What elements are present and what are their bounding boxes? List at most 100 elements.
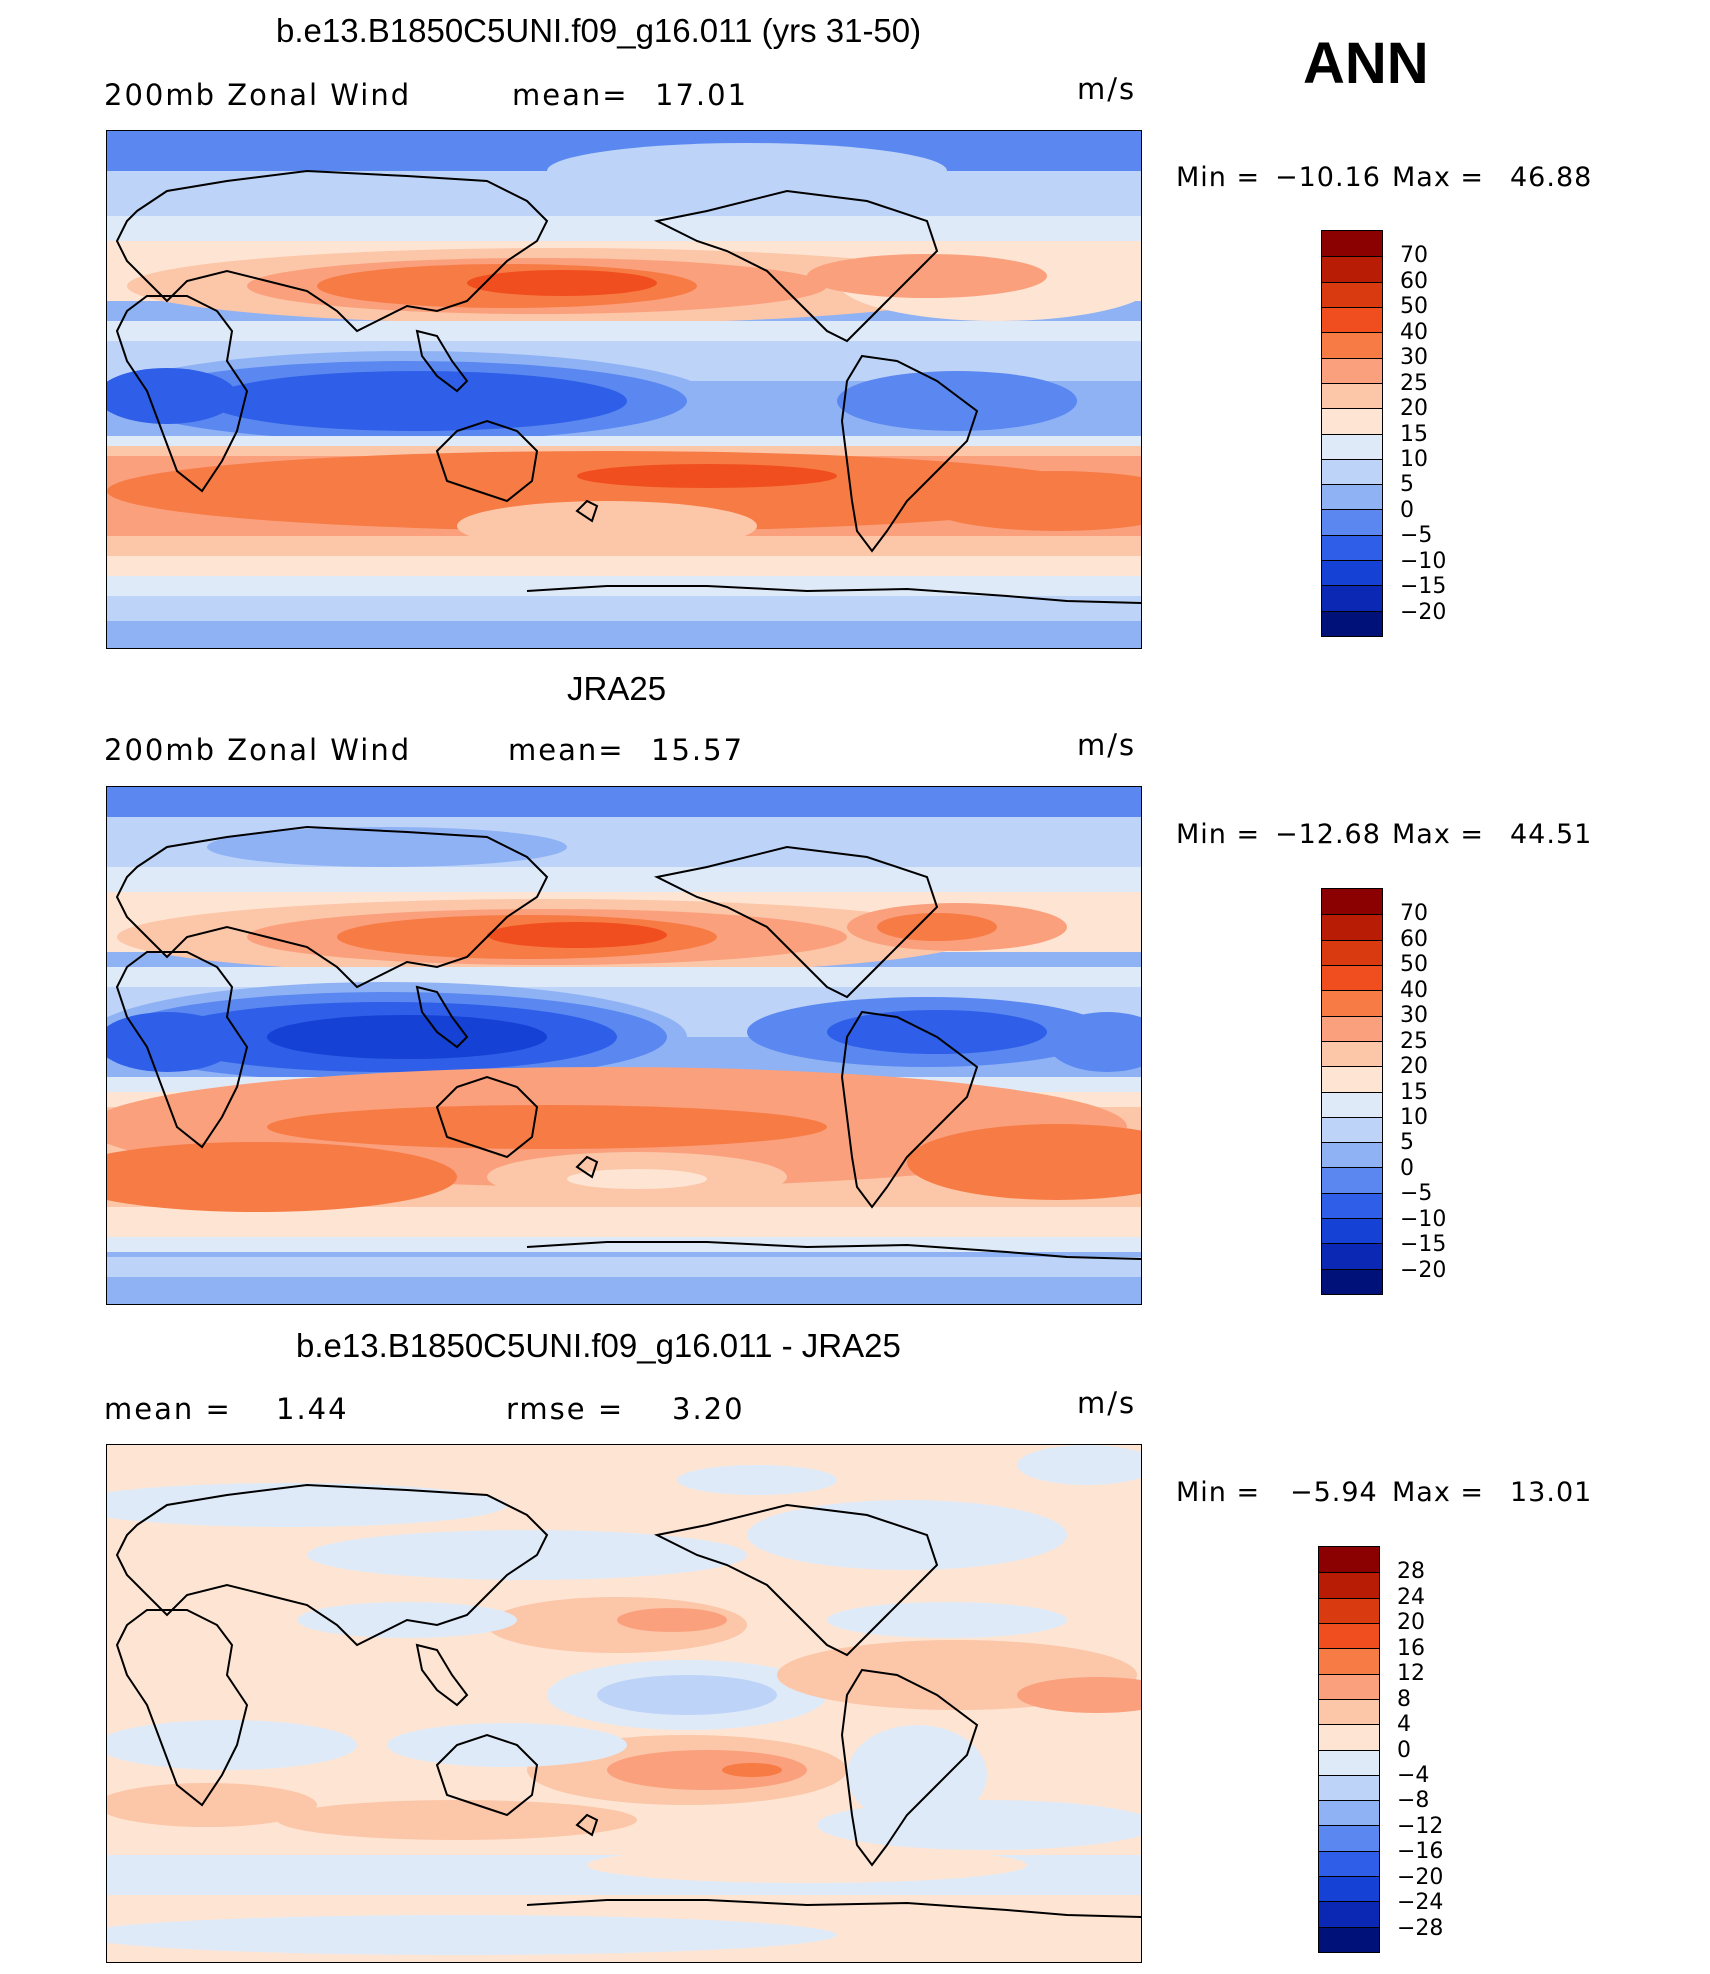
colorbar-tick-label: 70 — [1400, 243, 1428, 269]
colorbar-tick-label: 5 — [1400, 1130, 1414, 1156]
colorbar-tick-label: 24 — [1397, 1584, 1425, 1610]
colorbar-tick-label: 10 — [1400, 1104, 1428, 1130]
colorbar-tick-label: 60 — [1400, 268, 1428, 294]
colorbar-swatch — [1319, 1825, 1379, 1851]
panel3-mean-label: mean = — [104, 1392, 232, 1426]
colorbar-swatch — [1319, 1698, 1379, 1725]
panel2-max-label: Max = — [1392, 819, 1485, 850]
colorbar-tick-label: −15 — [1400, 574, 1447, 600]
colorbar-swatch — [1322, 964, 1382, 991]
colorbar-swatch — [1322, 1040, 1382, 1067]
panel2-mean-value: 15.57 — [651, 733, 745, 767]
panel1-colorbar — [1321, 230, 1383, 637]
colorbar-tick-label: 16 — [1397, 1635, 1425, 1661]
panel3-colorbar — [1318, 1546, 1380, 1953]
colorbar-tick-label: 20 — [1397, 1610, 1425, 1636]
colorbar-tick-label: −28 — [1397, 1915, 1444, 1941]
colorbar-swatch — [1322, 484, 1382, 510]
panel1-mean-label: mean= — [512, 78, 629, 112]
colorbar-swatch — [1322, 560, 1382, 586]
colorbar-tick-label: 70 — [1400, 901, 1428, 927]
colorbar-swatch — [1319, 1673, 1379, 1699]
panel2-max-value: 44.51 — [1510, 819, 1593, 850]
colorbar-swatch — [1319, 1547, 1379, 1573]
colorbar-swatch — [1322, 1066, 1382, 1092]
colorbar-swatch — [1322, 1218, 1382, 1244]
colorbar-tick-label: 8 — [1397, 1686, 1411, 1712]
colorbar-swatch — [1322, 610, 1382, 636]
colorbar-tick-label: 15 — [1400, 421, 1428, 447]
colorbar-tick-label: 10 — [1400, 446, 1428, 472]
panel3-map — [106, 1444, 1142, 1963]
panel2-coastlines — [115, 825, 1141, 1260]
colorbar-swatch — [1319, 1749, 1379, 1775]
colorbar-swatch — [1319, 1572, 1379, 1598]
colorbar-swatch — [1322, 585, 1382, 611]
colorbar-tick-label: 0 — [1400, 1155, 1414, 1181]
colorbar-tick-label: 30 — [1400, 345, 1428, 371]
colorbar-tick-label: −24 — [1397, 1890, 1444, 1916]
colorbar-swatch — [1322, 914, 1382, 940]
colorbar-swatch — [1322, 408, 1382, 434]
colorbar-tick-label: 0 — [1397, 1737, 1411, 1763]
panel3-max-value: 13.01 — [1510, 1477, 1593, 1508]
colorbar-swatch — [1322, 1167, 1382, 1193]
colorbar-tick-label: 20 — [1400, 396, 1428, 422]
colorbar-tick-label: 0 — [1400, 497, 1414, 523]
colorbar-swatch — [1322, 306, 1382, 333]
panel3-max-label: Max = — [1392, 1477, 1485, 1508]
colorbar-swatch — [1319, 1800, 1379, 1826]
colorbar-tick-label: 30 — [1400, 1003, 1428, 1029]
colorbar-tick-label: −8 — [1397, 1788, 1430, 1814]
colorbar-tick-label: 25 — [1400, 1028, 1428, 1054]
colorbar-swatch — [1319, 1926, 1379, 1952]
panel1-units: m/s — [1077, 72, 1137, 106]
panel2-variable-label: 200mb Zonal Wind — [104, 733, 412, 767]
colorbar-swatch — [1319, 1648, 1379, 1674]
colorbar-swatch — [1322, 357, 1382, 383]
colorbar-tick-label: 40 — [1400, 319, 1428, 345]
colorbar-tick-label: −20 — [1397, 1864, 1444, 1890]
colorbar-swatch — [1322, 256, 1382, 282]
colorbar-tick-label: −4 — [1397, 1762, 1430, 1788]
panel2-mean-label: mean= — [508, 733, 625, 767]
colorbar-swatch — [1322, 458, 1382, 485]
colorbar-swatch — [1322, 1268, 1382, 1294]
colorbar-swatch — [1322, 1243, 1382, 1269]
colorbar-swatch — [1319, 1774, 1379, 1801]
panel1-variable-label: 200mb Zonal Wind — [104, 78, 412, 112]
colorbar-swatch — [1322, 332, 1382, 358]
colorbar-tick-label: −5 — [1400, 523, 1433, 549]
colorbar-tick-label: −16 — [1397, 1839, 1444, 1865]
panel1-coastlines — [115, 169, 1141, 604]
colorbar-tick-label: 60 — [1400, 926, 1428, 952]
panel2-min-value: −12.68 — [1275, 819, 1381, 850]
colorbar-swatch — [1319, 1724, 1379, 1750]
colorbar-swatch — [1322, 990, 1382, 1016]
panel1-mean-value: 17.01 — [655, 78, 749, 112]
colorbar-swatch — [1322, 382, 1382, 409]
colorbar-swatch — [1322, 1142, 1382, 1168]
panel3-coastlines — [115, 1483, 1141, 1918]
colorbar-swatch — [1322, 231, 1382, 257]
colorbar-tick-label: −5 — [1400, 1181, 1433, 1207]
colorbar-tick-label: −20 — [1400, 1257, 1447, 1283]
colorbar-tick-label: 20 — [1400, 1054, 1428, 1080]
colorbar-tick-label: 15 — [1400, 1079, 1428, 1105]
panel3-min-value: −5.94 — [1290, 1477, 1378, 1508]
colorbar-swatch — [1322, 281, 1382, 307]
colorbar-swatch — [1319, 1876, 1379, 1902]
panel3-contour-field — [107, 1445, 1141, 1962]
panel1-contour-field — [107, 131, 1141, 648]
colorbar-tick-label: −20 — [1400, 599, 1447, 625]
colorbar-tick-label: 5 — [1400, 472, 1414, 498]
colorbar-tick-label: 50 — [1400, 952, 1428, 978]
colorbar-tick-label: −15 — [1400, 1232, 1447, 1258]
panel1-title: b.e13.B1850C5UNI.f09_g16.011 (yrs 31-50) — [276, 12, 922, 49]
colorbar-tick-label: 50 — [1400, 294, 1428, 320]
colorbar-swatch — [1319, 1622, 1379, 1649]
colorbar-swatch — [1322, 939, 1382, 965]
panel1-min-value: −10.16 — [1275, 162, 1381, 193]
colorbar-swatch — [1319, 1901, 1379, 1927]
colorbar-tick-label: −12 — [1397, 1813, 1444, 1839]
